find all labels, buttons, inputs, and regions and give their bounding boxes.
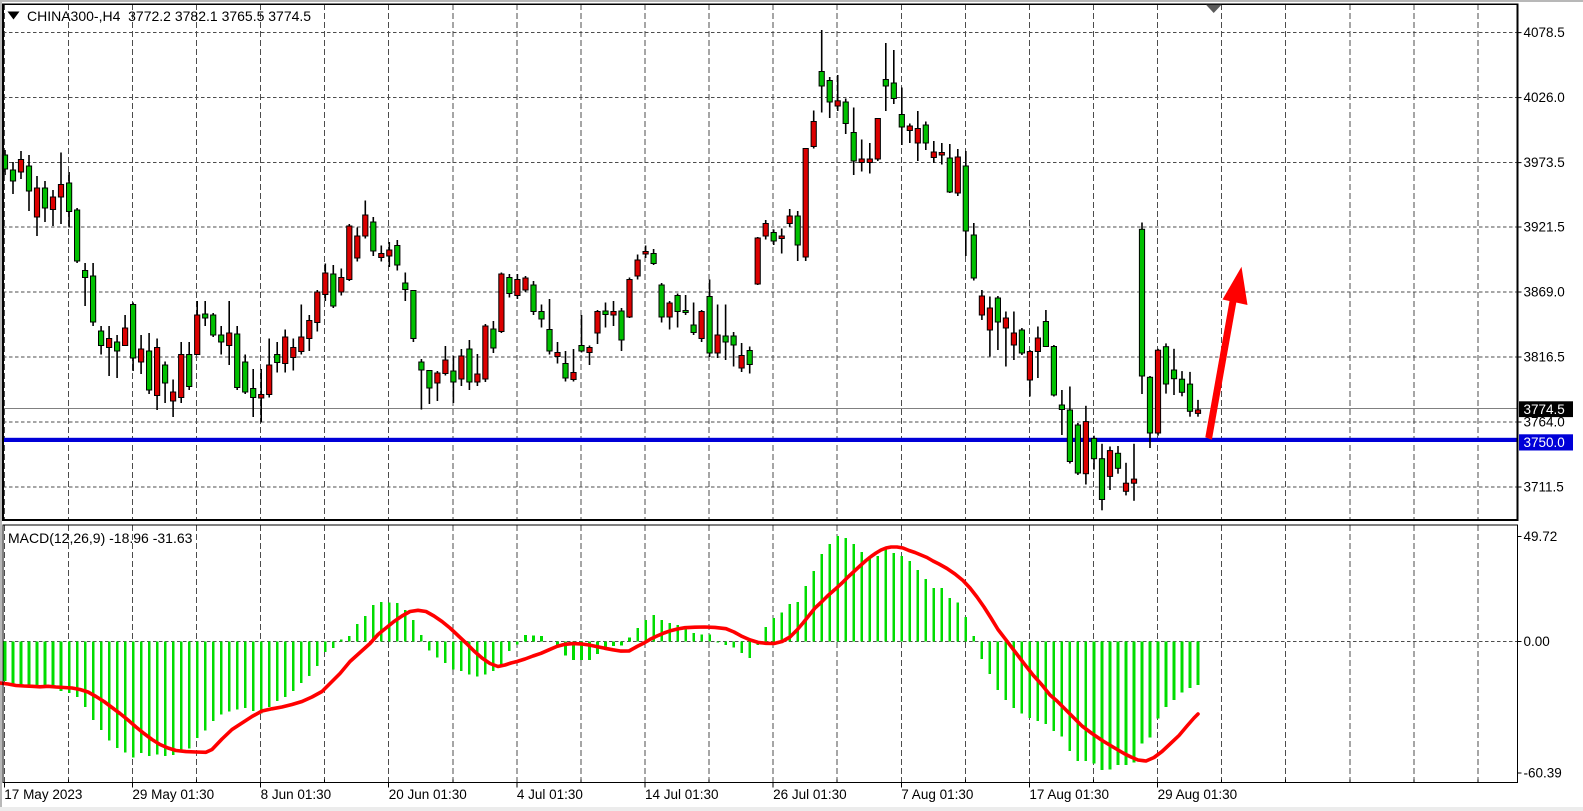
- svg-text:MACD(12,26,9) -18.96 -31.63: MACD(12,26,9) -18.96 -31.63: [8, 530, 193, 546]
- svg-text:3711.5: 3711.5: [1524, 480, 1564, 495]
- svg-text:17 May 2023: 17 May 2023: [4, 787, 82, 802]
- svg-text:3764.0: 3764.0: [1524, 415, 1565, 430]
- svg-text:3816.5: 3816.5: [1524, 350, 1565, 365]
- svg-text:4 Jul 01:30: 4 Jul 01:30: [517, 787, 583, 802]
- svg-text:3921.5: 3921.5: [1524, 220, 1565, 235]
- svg-text:0.00: 0.00: [1524, 634, 1550, 649]
- svg-text:3750.0: 3750.0: [1524, 435, 1565, 450]
- svg-text:17 Aug 01:30: 17 Aug 01:30: [1029, 787, 1109, 802]
- svg-text:4078.5: 4078.5: [1524, 25, 1565, 40]
- svg-text:14 Jul 01:30: 14 Jul 01:30: [645, 787, 719, 802]
- svg-text:49.72: 49.72: [1524, 529, 1558, 544]
- svg-text:20 Jun 01:30: 20 Jun 01:30: [389, 787, 467, 802]
- svg-text:29 Aug 01:30: 29 Aug 01:30: [1158, 787, 1238, 802]
- svg-text:3973.5: 3973.5: [1524, 155, 1565, 170]
- svg-text:3774.5: 3774.5: [1524, 402, 1565, 417]
- svg-text:7 Aug 01:30: 7 Aug 01:30: [901, 787, 973, 802]
- svg-text:-60.39: -60.39: [1524, 766, 1562, 781]
- svg-text:8 Jun 01:30: 8 Jun 01:30: [261, 787, 332, 802]
- svg-text:29 May 01:30: 29 May 01:30: [132, 787, 214, 802]
- svg-text:CHINA300-,H4 3772.2 3782.1 37: CHINA300-,H4 3772.2 3782.1 3765.5 3774.5: [27, 8, 311, 24]
- svg-text:3869.0: 3869.0: [1524, 285, 1565, 300]
- svg-text:4026.0: 4026.0: [1524, 90, 1565, 105]
- svg-text:26 Jul 01:30: 26 Jul 01:30: [773, 787, 847, 802]
